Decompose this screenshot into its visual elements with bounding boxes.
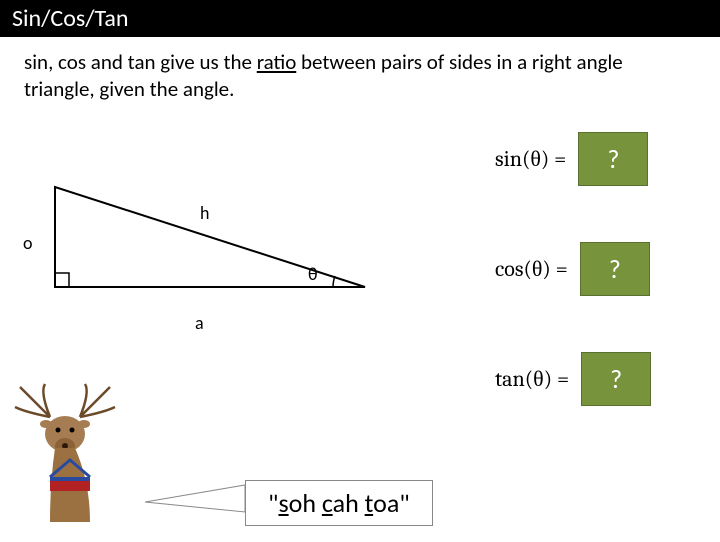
sin-lhs: sin(θ) =	[495, 146, 566, 172]
cos-answer: ?	[609, 253, 621, 285]
cos-lhs: cos(θ) =	[495, 256, 568, 282]
q-close: "	[399, 487, 409, 519]
m-ah: ah	[333, 487, 365, 519]
mnemonic-box: "soh cah toa"	[245, 480, 433, 526]
tan-lhs: tan(θ) =	[495, 366, 569, 392]
tan-answer: ?	[610, 363, 622, 395]
label-opposite: o	[23, 232, 33, 254]
m-t: t	[365, 487, 373, 519]
intro-before: sin, cos and tan give us the	[24, 49, 257, 75]
sin-answer-box[interactable]: ?	[578, 132, 648, 186]
content-area: o h a θ sin(θ) = ? cos(θ) = ? tan(θ) = ?	[0, 112, 720, 542]
formula-tan-row: tan(θ) = ?	[495, 352, 651, 406]
tan-answer-box[interactable]: ?	[581, 352, 651, 406]
label-adjacent: a	[195, 312, 204, 334]
intro-paragraph: sin, cos and tan give us the ratio betwe…	[0, 37, 720, 112]
formula-cos-row: cos(θ) = ?	[495, 242, 650, 296]
formula-sin-row: sin(θ) = ?	[495, 132, 648, 186]
m-oa: oa	[373, 487, 399, 519]
m-s: s	[278, 487, 288, 519]
triangle-diagram: o h a θ	[45, 177, 375, 307]
slide-title: Sin/Cos/Tan	[12, 4, 128, 33]
intro-underlined: ratio	[257, 49, 297, 75]
label-angle: θ	[308, 263, 318, 285]
sin-answer: ?	[607, 143, 619, 175]
q-open: "	[268, 487, 278, 519]
m-oh: oh	[289, 487, 322, 519]
slide-header: Sin/Cos/Tan	[0, 0, 720, 37]
m-c: c	[322, 487, 333, 519]
triangle-svg	[45, 177, 375, 307]
reindeer-image	[10, 382, 150, 532]
cos-answer-box[interactable]: ?	[580, 242, 650, 296]
speech-tail	[145, 477, 255, 527]
label-hypotenuse: h	[200, 202, 209, 224]
